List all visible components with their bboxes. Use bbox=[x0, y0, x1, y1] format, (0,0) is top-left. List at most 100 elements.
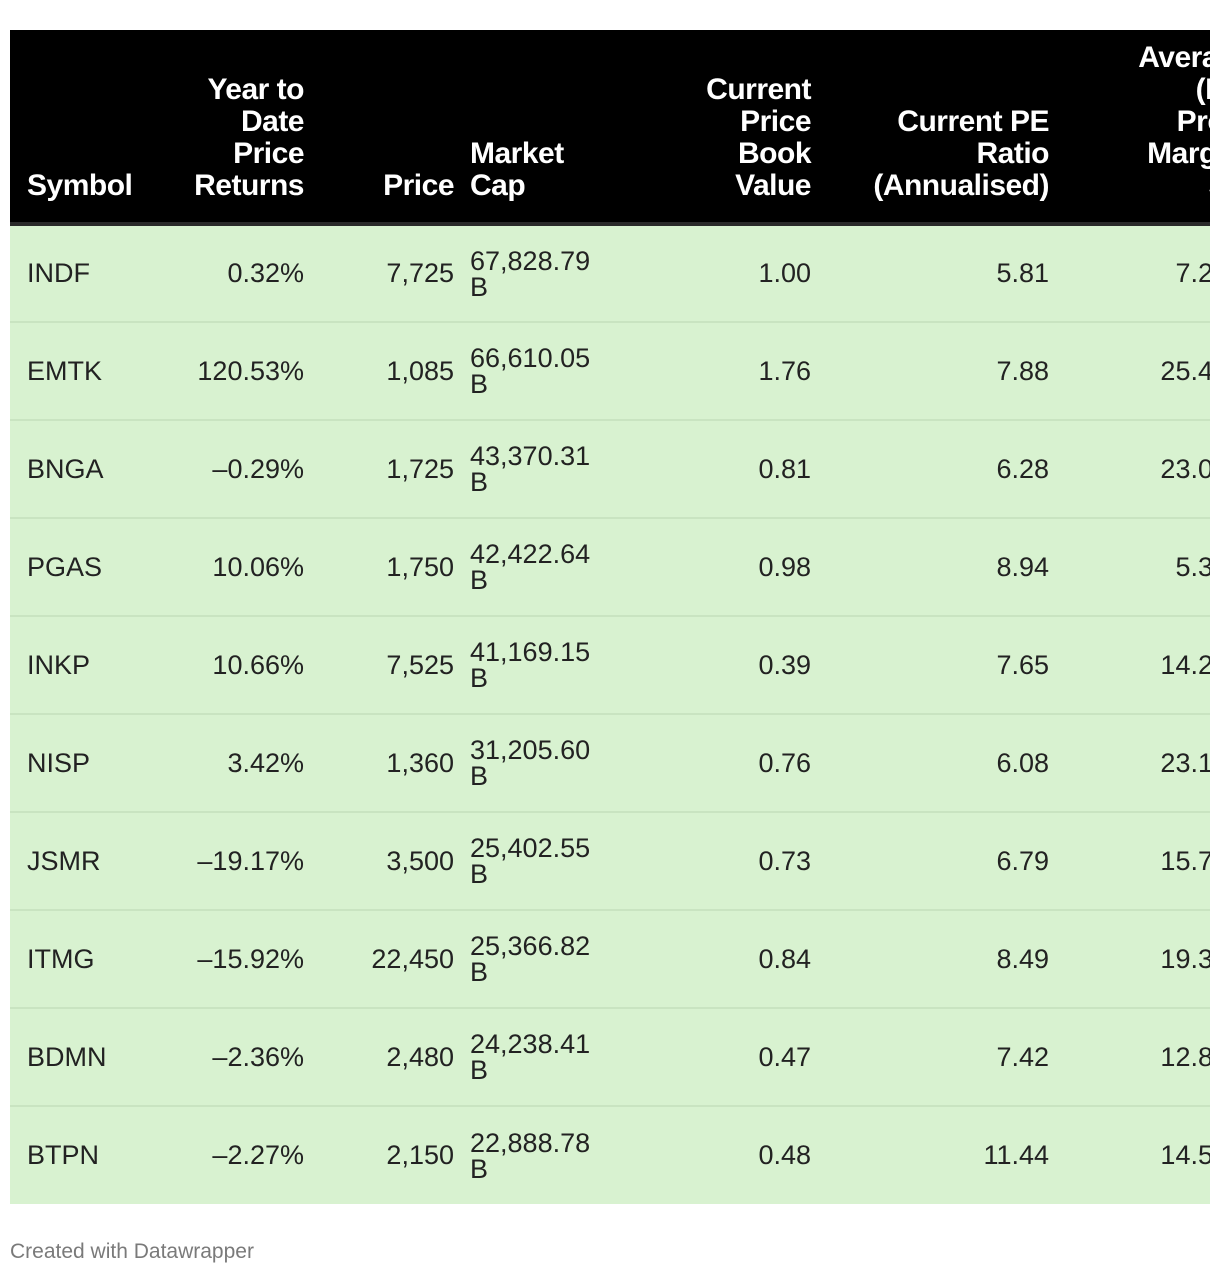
cell-pe-ratio: 6.79 bbox=[819, 811, 1057, 910]
market-cap-value: 67,828.79 bbox=[470, 245, 591, 276]
cell-ytd-returns: 10.06% bbox=[140, 517, 312, 616]
header-net-profit-margin[interactable]: Average(NetProfitMargin)5yr bbox=[1057, 30, 1210, 226]
cell-ytd-returns: 10.66% bbox=[140, 615, 312, 714]
cell-price: 7,725 bbox=[386, 258, 454, 288]
cell-price: 2,150 bbox=[312, 1105, 462, 1204]
market-cap-unit: B bbox=[470, 565, 489, 595]
header-line: Date bbox=[240, 105, 305, 138]
cell-ytd-returns: –2.27% bbox=[140, 1105, 312, 1204]
market-cap-unit: B bbox=[470, 957, 489, 987]
market-cap-unit: B bbox=[470, 761, 489, 791]
cell-market-cap: 25,402.55 B bbox=[462, 811, 637, 910]
header-price-book-value[interactable]: Current Price Book Value bbox=[637, 30, 819, 226]
cell-price: 2,480 bbox=[312, 1007, 462, 1106]
cell-net-profit-margin: 12.83% bbox=[1057, 1007, 1210, 1106]
header-pe-ratio[interactable]: Current PE Ratio (Annualised) bbox=[819, 30, 1057, 226]
header-line: Margin) bbox=[1147, 137, 1210, 170]
header-line: Profit bbox=[1176, 105, 1210, 138]
market-cap-unit: B bbox=[470, 1153, 489, 1184]
cell-pe-ratio: 8.49 bbox=[819, 909, 1057, 1008]
header-line: (Annualised) bbox=[873, 169, 1049, 202]
cell-price-book-value: 0.81 bbox=[637, 419, 819, 518]
cell-symbol: ITMG bbox=[10, 909, 140, 1008]
header-symbol[interactable]: Symbol bbox=[10, 30, 140, 226]
header-line: Value bbox=[735, 169, 811, 202]
market-cap-unit: B bbox=[470, 663, 489, 693]
cell-price: 1,085 bbox=[312, 321, 462, 420]
cell-symbol: BTPN bbox=[10, 1105, 140, 1204]
cell-market-cap: 42,422.64 B bbox=[462, 517, 637, 616]
cell-market-cap: 24,238.41 B bbox=[462, 1007, 637, 1106]
cell-net-profit-margin: 5.31% bbox=[1057, 517, 1210, 616]
header-line: (Net bbox=[1195, 73, 1210, 106]
cell-net-profit-margin: 25.41% bbox=[1057, 321, 1210, 420]
stock-table: Symbol Year to Date Price Returns Price Mar… bbox=[10, 30, 1210, 1204]
header-line: Current PE bbox=[897, 105, 1049, 138]
market-cap-value: 43,370.31 bbox=[470, 441, 591, 471]
header-line: 5yr bbox=[1208, 169, 1210, 202]
cell-price: 1,725 bbox=[312, 419, 462, 518]
cell-ytd-returns: –0.29% bbox=[140, 419, 312, 518]
cell-price-book-value: 0.39 bbox=[637, 615, 819, 714]
cell-price: 22,450 bbox=[312, 909, 462, 1008]
header-line: Price bbox=[383, 169, 454, 202]
market-cap-value: 22,888.78 bbox=[470, 1127, 591, 1158]
cell-symbol: PGAS bbox=[10, 517, 140, 616]
cell-price: 1,750 bbox=[312, 517, 462, 616]
cell-pe-ratio: 7.88 bbox=[819, 321, 1057, 420]
cell-price-book-value: 1.00 bbox=[758, 258, 811, 288]
market-cap-value: 31,205.60 bbox=[470, 735, 591, 765]
cell-price-book-value: 0.98 bbox=[637, 517, 819, 616]
cell-price-book-value: 0.84 bbox=[637, 909, 819, 1008]
cell-price: 7,525 bbox=[312, 615, 462, 714]
table-row: INDF 0.32% 7,725 67,828.79B 1.00 5.81 7.22% bbox=[10, 224, 1210, 322]
market-cap-unit: B bbox=[470, 369, 489, 399]
cell-net-profit-margin: 14.53% bbox=[1057, 1105, 1210, 1204]
cell-price-book-value: 0.48 bbox=[637, 1105, 819, 1204]
header-line: Cap bbox=[470, 169, 526, 202]
cell-ytd-returns: –2.36% bbox=[140, 1007, 312, 1106]
header-line: Price bbox=[740, 105, 811, 138]
cell-net-profit-margin: 15.71% bbox=[1057, 811, 1210, 910]
header-line: Price bbox=[233, 137, 304, 170]
cell-pe-ratio: 7.42 bbox=[819, 1007, 1057, 1106]
cell-net-profit-margin: 7.22% bbox=[1175, 258, 1210, 288]
header-ytd-returns[interactable]: Year to Date Price Returns bbox=[140, 30, 312, 226]
header-line: Average bbox=[1138, 41, 1210, 74]
header-market-cap[interactable]: Market Cap bbox=[462, 30, 637, 226]
market-cap-value: 42,422.64 bbox=[470, 539, 591, 569]
cell-net-profit-margin: 19.31% bbox=[1057, 909, 1210, 1008]
cell-ytd-returns: –19.17% bbox=[140, 811, 312, 910]
cell-symbol: NISP bbox=[10, 713, 140, 812]
table-body: INDF0.32%7,72567,828.79B1.005.817.22%EMT… bbox=[10, 224, 1210, 1204]
header-line: Ratio bbox=[976, 137, 1050, 170]
market-cap-value: 66,610.05 bbox=[470, 343, 591, 373]
cell-market-cap: 25,366.82 B bbox=[462, 909, 637, 1008]
cell-pe-ratio: 8.94 bbox=[819, 517, 1057, 616]
cell-pe-ratio: 7.65 bbox=[819, 615, 1057, 714]
header-line: Returns bbox=[194, 169, 304, 202]
market-cap-unit: B bbox=[470, 859, 489, 889]
cell-price-book-value: 0.73 bbox=[637, 811, 819, 910]
cell-pe-ratio: 6.28 bbox=[819, 419, 1057, 518]
cell-net-profit-margin: 14.27% bbox=[1057, 615, 1210, 714]
datawrapper-credit: Created with Datawrapper bbox=[10, 1240, 254, 1263]
cell-symbol: JSMR bbox=[10, 811, 140, 910]
header-price[interactable]: Price bbox=[312, 30, 462, 226]
cell-symbol: EMTK bbox=[10, 321, 140, 420]
cell-ytd-returns: 120.53% bbox=[140, 321, 312, 420]
market-cap-unit: B bbox=[470, 467, 489, 497]
cell-symbol: BDMN bbox=[10, 1007, 140, 1106]
table-header: Symbol Year to Date Price Returns Price Mar… bbox=[10, 30, 1210, 226]
cell-net-profit-margin: 23.01% bbox=[1057, 419, 1210, 518]
cell-price: 3,500 bbox=[312, 811, 462, 910]
cell-symbol: INKP bbox=[10, 615, 140, 714]
cell-symbol: INDF bbox=[27, 258, 90, 288]
